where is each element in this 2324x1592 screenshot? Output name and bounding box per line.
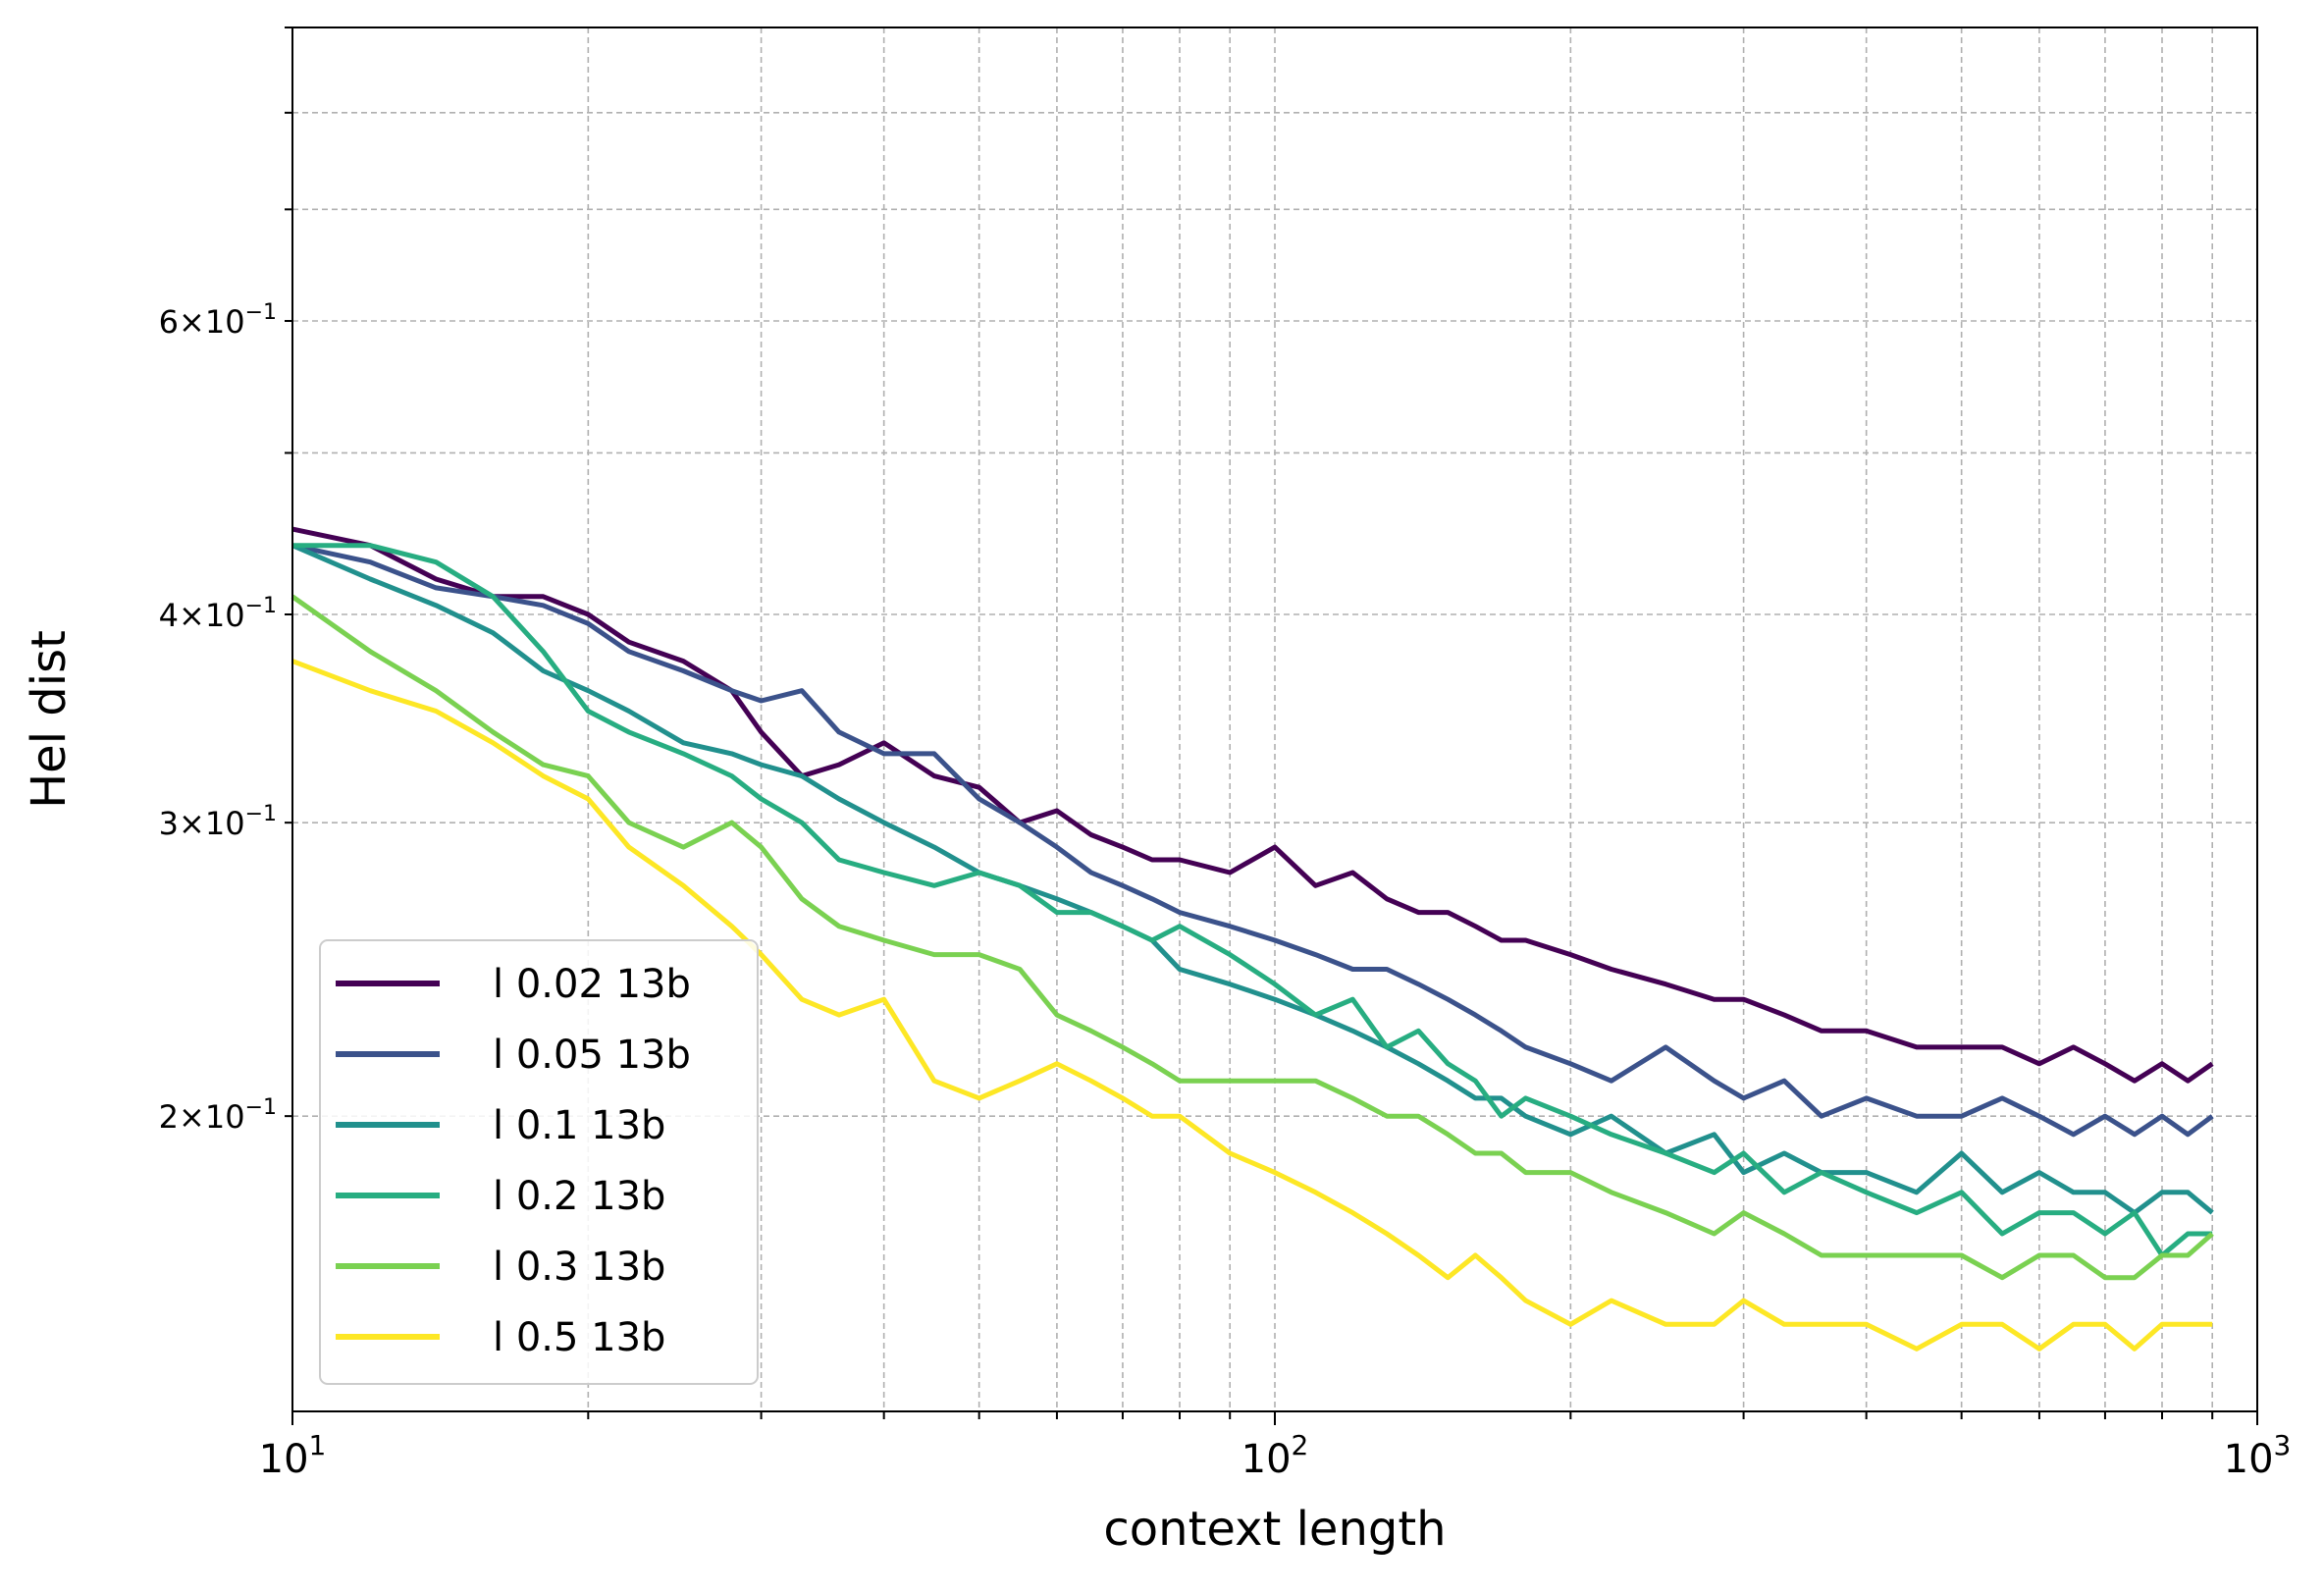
y-tick-label: 3×10−1 xyxy=(159,802,277,842)
legend-label: l 0.3 13b xyxy=(493,1245,665,1290)
series-line xyxy=(290,594,2214,1281)
x-tick-label: 103 xyxy=(2224,1429,2292,1482)
series-lines xyxy=(290,526,2214,1352)
axis-ticks: 101 102 103 2×10−1 3×10−1 4×10−1 6×10−1 xyxy=(159,27,2292,1482)
legend: l 0.02 13b l 0.05 13b l 0.1 13b l 0.2 13b l … xyxy=(319,939,759,1385)
y-tick-label: 4×10−1 xyxy=(159,594,277,634)
series-line xyxy=(291,543,2214,1216)
series-line xyxy=(292,543,2213,1258)
legend-label: l 0.1 13b xyxy=(493,1103,665,1148)
x-tick-label: 102 xyxy=(1241,1429,1309,1482)
y-tick-label: 6×10−1 xyxy=(159,300,277,341)
legend-label: l 0.5 13b xyxy=(493,1315,665,1360)
x-tick-label: 101 xyxy=(259,1429,327,1482)
legend-label: l 0.05 13b xyxy=(493,1033,691,1078)
series-line xyxy=(291,543,2214,1138)
y-axis-label: Hel dist xyxy=(22,630,77,809)
legend-label: l 0.2 13b xyxy=(493,1174,665,1219)
legend-label: l 0.02 13b xyxy=(493,962,691,1007)
x-axis-label: context length xyxy=(1103,1502,1446,1557)
series-line xyxy=(291,659,2213,1352)
y-tick-label: 2×10−1 xyxy=(159,1095,277,1136)
